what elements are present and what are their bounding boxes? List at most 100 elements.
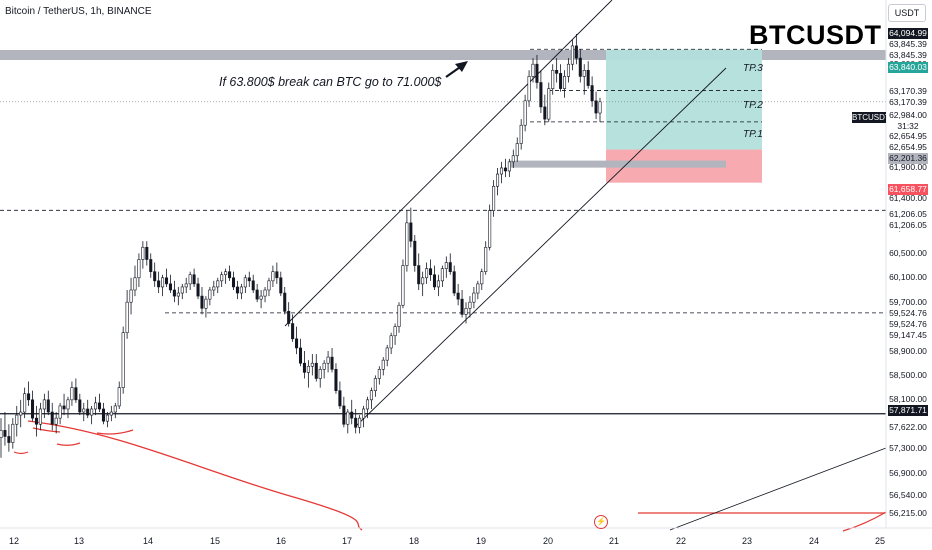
candle-body xyxy=(133,277,137,291)
candle-body xyxy=(74,387,78,401)
candle-body xyxy=(480,271,484,285)
candle-body xyxy=(172,289,176,297)
candle-body xyxy=(235,286,239,294)
candle-body xyxy=(66,399,70,410)
price-tick-label: 60,100.00 xyxy=(889,272,927,283)
candle-body xyxy=(239,286,243,294)
price-marker-label: 56,215.00 xyxy=(888,508,928,519)
candle-body xyxy=(3,430,7,437)
candle-body xyxy=(503,167,507,172)
price-marker-label: 57,622.00 xyxy=(888,422,928,433)
candle-body xyxy=(488,210,492,248)
price-marker-label: 63,845.39 xyxy=(888,39,928,50)
candle-body xyxy=(192,274,196,285)
candle-body xyxy=(365,399,370,410)
ticker-badge: BTCUSDT xyxy=(852,112,890,123)
candle-body xyxy=(7,436,11,443)
candle-body xyxy=(0,430,3,438)
candle-body xyxy=(90,408,94,416)
candle-body xyxy=(228,271,232,279)
time-tick-label: 18 xyxy=(409,536,420,546)
candle-body xyxy=(38,408,42,425)
candle-body xyxy=(23,393,27,413)
candle-body xyxy=(318,369,322,379)
entry-zone-bar xyxy=(510,160,726,168)
candle-body xyxy=(559,73,563,89)
candle-body xyxy=(452,271,456,294)
red-mark xyxy=(96,429,134,435)
price-marker-label: 61,658.77 xyxy=(888,184,928,195)
candle-body xyxy=(310,362,314,367)
candle-body xyxy=(168,283,172,291)
candle-body xyxy=(468,301,472,309)
time-tick-label: 15 xyxy=(210,536,221,546)
candle-body xyxy=(566,63,570,77)
time-tick-label: 19 xyxy=(476,536,487,546)
candle-body xyxy=(350,411,354,419)
candle-body xyxy=(94,402,98,410)
candle-body xyxy=(224,271,228,276)
candle-body xyxy=(330,356,334,370)
candle-body xyxy=(117,387,121,407)
candle-body xyxy=(369,390,373,401)
candle-body xyxy=(34,417,38,425)
candle-body xyxy=(409,222,413,242)
price-marker-label: 59,147.45 xyxy=(888,330,928,341)
candle-body xyxy=(464,307,468,315)
candle-body xyxy=(50,411,54,425)
currency-selector[interactable]: USDT xyxy=(888,4,926,22)
price-marker-label: 63,840.03 xyxy=(888,62,928,73)
candle-body xyxy=(547,88,551,120)
candle-body xyxy=(46,399,50,413)
candle-body xyxy=(440,268,444,282)
lightning-icon[interactable]: ⚡ xyxy=(594,515,608,529)
candle-body xyxy=(377,369,381,379)
price-marker-label: 64,094.99 xyxy=(888,28,928,39)
candle-body xyxy=(527,76,531,102)
candle-body xyxy=(555,70,559,74)
arrow-head xyxy=(455,61,468,72)
candle-body xyxy=(354,417,358,428)
price-tick-label: 58,900.00 xyxy=(889,345,927,356)
candle-body xyxy=(271,271,275,282)
tp2-label: TP.2 xyxy=(743,100,763,111)
candle-body xyxy=(220,274,224,282)
symbol-info: Bitcoin / TetherUS, 1h, BINANCE xyxy=(5,6,152,17)
candle-body xyxy=(551,70,555,89)
price-marker-label: 63,170.39 xyxy=(888,86,928,97)
time-tick-label: 22 xyxy=(676,536,687,546)
price-marker-label: 62,654.95 xyxy=(888,142,928,153)
price-tick-label: 60,500.00 xyxy=(889,247,927,258)
candle-body xyxy=(381,359,385,370)
price-marker-label: 63,170.39 xyxy=(888,97,928,108)
candle-body xyxy=(141,246,145,260)
candle-body xyxy=(570,45,574,65)
candle-body xyxy=(86,408,90,416)
candle-body xyxy=(97,402,102,410)
countdown-label: 31:32 xyxy=(888,121,928,132)
candle-body xyxy=(531,63,535,77)
candle-body xyxy=(401,265,405,306)
candle-body xyxy=(507,161,511,172)
candle-body xyxy=(200,295,204,309)
candle-body xyxy=(421,277,425,285)
resistance-zone xyxy=(0,50,886,60)
candle-body xyxy=(496,173,500,187)
candle-body xyxy=(484,246,488,272)
tp1-label: TP.1 xyxy=(743,129,763,140)
candle-body xyxy=(11,423,15,443)
candle-body xyxy=(212,286,216,291)
time-tick-label: 20 xyxy=(543,536,554,546)
candle-body xyxy=(543,106,547,120)
candle-body xyxy=(346,411,350,425)
candle-body xyxy=(574,45,578,59)
chart-background xyxy=(0,49,886,183)
candle-body xyxy=(70,387,74,401)
time-tick-label: 14 xyxy=(143,536,154,546)
candle-body xyxy=(208,289,212,300)
candle-body xyxy=(164,277,169,285)
candle-body xyxy=(121,332,125,388)
red-mark xyxy=(842,511,887,532)
time-tick-label: 16 xyxy=(276,536,287,546)
